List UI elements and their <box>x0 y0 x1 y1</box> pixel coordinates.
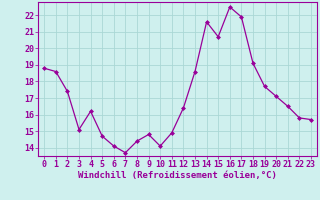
X-axis label: Windchill (Refroidissement éolien,°C): Windchill (Refroidissement éolien,°C) <box>78 171 277 180</box>
